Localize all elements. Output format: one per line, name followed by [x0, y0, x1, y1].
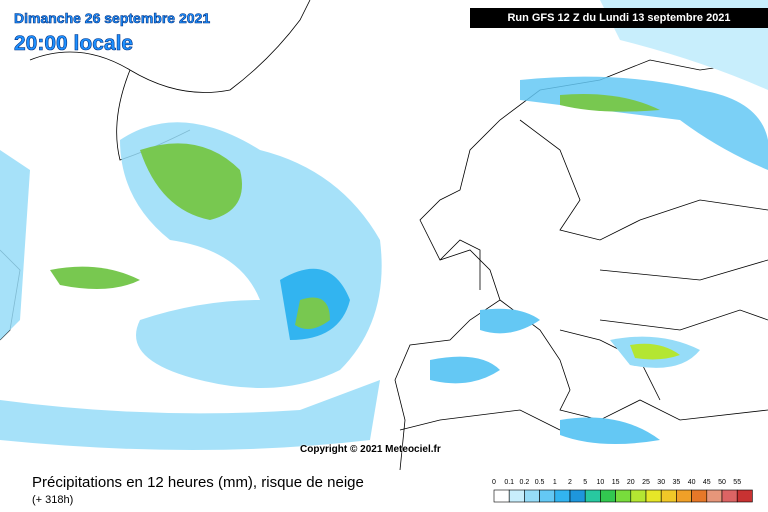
caption: Précipitations en 12 heures (mm), risque… [32, 474, 364, 491]
legend-label: 5 [583, 479, 587, 486]
time-title: 20:00 locale [14, 32, 134, 56]
legend-label: 35 [673, 479, 681, 486]
legend-swatch [584, 489, 601, 503]
legend-swatch [721, 489, 738, 503]
legend-label: 25 [642, 479, 650, 486]
legend-label: 0.5 [535, 479, 545, 486]
precipitation [0, 0, 768, 450]
run-label: Run GFS 12 Z du Lundi 13 septembre 2021 [470, 8, 768, 28]
legend-swatch [600, 489, 616, 503]
legend-swatch [736, 489, 753, 503]
date-title: Dimanche 26 septembre 2021 [14, 10, 211, 27]
lead-time: (+ 318h) [32, 494, 74, 506]
ocean [0, 0, 768, 470]
legend-label: 0.2 [520, 479, 530, 486]
legend-label: 30 [657, 479, 665, 486]
legend-swatch [554, 489, 571, 503]
legend-swatch [615, 489, 632, 503]
legend-swatch [569, 489, 586, 503]
legend-label: 55 [733, 479, 741, 486]
legend-swatch [539, 489, 556, 503]
legend-swatch [676, 489, 692, 503]
legend-swatch [524, 489, 540, 503]
legend-label: 0 [492, 479, 496, 486]
legend-swatch [645, 489, 662, 503]
legend-swatch [493, 489, 510, 503]
legend-label: 20 [627, 479, 635, 486]
legend-label: 45 [703, 479, 711, 486]
legend-swatch [630, 489, 647, 503]
legend-label: 0.1 [504, 479, 514, 486]
legend-label: 50 [718, 479, 726, 486]
legend-label: 2 [568, 479, 572, 486]
legend-label: 40 [688, 479, 696, 486]
legend-swatch [508, 489, 525, 503]
legend-swatch [660, 489, 677, 503]
legend-swatch [706, 489, 723, 503]
legend-label: 10 [597, 479, 605, 486]
legend-label: 15 [612, 479, 620, 486]
copyright: Copyright © 2021 Meteociel.fr [300, 444, 441, 455]
legend-label: 1 [553, 479, 557, 486]
legend-swatch [691, 489, 708, 503]
